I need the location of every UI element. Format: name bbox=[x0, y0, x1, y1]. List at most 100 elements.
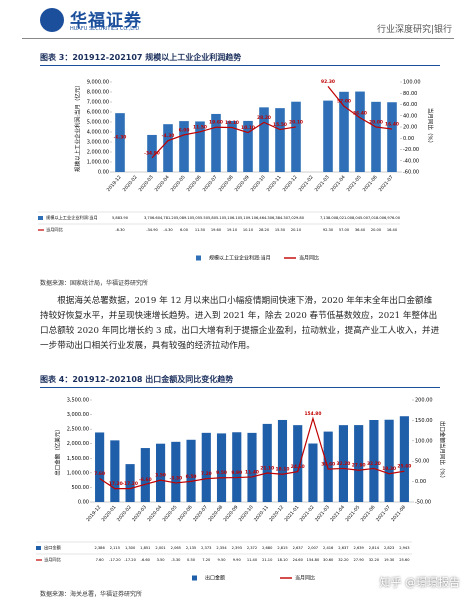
bar bbox=[147, 134, 157, 172]
bar bbox=[259, 107, 269, 172]
table-cell: 24.60 bbox=[293, 558, 304, 562]
y-tick-label: 2,000.00 bbox=[87, 150, 109, 156]
x-tick-label: 2020-05 bbox=[170, 174, 187, 193]
table-cell: 1,300 bbox=[125, 546, 136, 550]
y2-tick-label: -20.00 bbox=[403, 147, 419, 153]
table-cell: 6.00 bbox=[180, 228, 189, 232]
y-tick-label: 3,500.00 bbox=[67, 398, 89, 404]
x-tick-label: 2020-09 bbox=[234, 174, 251, 193]
y2-tick-label: -40.00 bbox=[403, 158, 419, 164]
table-row-name: 当月同比 bbox=[46, 226, 63, 233]
y2-tick-label: 40.00 bbox=[403, 113, 417, 119]
table-row-name: 当月同比 bbox=[44, 556, 61, 563]
data-label: 20.10 bbox=[289, 119, 303, 125]
bar bbox=[293, 425, 303, 502]
table-cell: -3.30 bbox=[171, 558, 181, 562]
table-cell: 6,976.00 bbox=[384, 216, 401, 220]
bar bbox=[140, 448, 150, 502]
table-cell: 7.60 bbox=[96, 558, 105, 562]
table-cell: 57.00 bbox=[339, 228, 350, 232]
x-tick-label: 2020-05 bbox=[162, 504, 179, 523]
data-label: 25.60 bbox=[397, 464, 411, 470]
legend-label: 出口金额 bbox=[205, 575, 225, 582]
logo: 华福证券 bbox=[70, 11, 142, 31]
table-cell: -17.20 bbox=[109, 558, 121, 562]
y-axis-title: 规模以上工业企业利润:当月（亿元） bbox=[74, 82, 82, 172]
legend-swatch bbox=[192, 575, 197, 581]
legend-label: 当月同比 bbox=[295, 575, 315, 582]
table-cell: 2,943 bbox=[399, 546, 409, 550]
table-cell: 9.90 bbox=[233, 558, 242, 562]
data-label: 19.30 bbox=[382, 466, 396, 472]
x-tick-label: 2020-07 bbox=[202, 174, 219, 193]
table-cell: 21.10 bbox=[262, 558, 273, 562]
table-swatch bbox=[36, 546, 41, 550]
x-tick-label: 2020-02 bbox=[116, 504, 133, 523]
table-cell: 92.30 bbox=[323, 228, 334, 232]
y-tick-label: 3,000.00 bbox=[67, 412, 89, 418]
data-label: 24.60 bbox=[291, 464, 305, 470]
table-cell: 7,029.80 bbox=[288, 216, 305, 220]
bar bbox=[115, 113, 125, 172]
x-tick-label: 2020-04 bbox=[146, 504, 163, 523]
table-cell: 8,045.00 bbox=[352, 216, 369, 220]
header-rule bbox=[22, 38, 454, 39]
x-tick-label: 2020-06 bbox=[186, 174, 203, 193]
table-cell: 4,781.20 bbox=[160, 216, 177, 220]
data-label: -6.30 bbox=[114, 134, 127, 140]
table-cell: 2,001 bbox=[155, 546, 165, 550]
bar bbox=[186, 439, 196, 502]
table-cell: -17.20 bbox=[124, 558, 136, 562]
table-cell: 2,393 bbox=[232, 546, 242, 550]
table-cell: 20.00 bbox=[371, 228, 382, 232]
table-cell: 154.80 bbox=[307, 558, 320, 562]
x-tick-label: 2021-04 bbox=[330, 174, 347, 193]
data-label: 32.20 bbox=[336, 461, 350, 467]
table-swatch bbox=[38, 216, 43, 220]
data-label: 30.60 bbox=[321, 462, 335, 468]
bar bbox=[243, 120, 253, 172]
data-label: 154.80 bbox=[304, 411, 321, 417]
table-cell: 2,065 bbox=[171, 546, 181, 550]
y-tick-label: 6,000.00 bbox=[87, 110, 109, 116]
table-cell: 16.40 bbox=[387, 228, 398, 232]
x-tick-label: 2019-12 bbox=[85, 504, 102, 523]
table-cell: 6,384.30 bbox=[272, 216, 289, 220]
y2-tick-label: 20.00 bbox=[403, 125, 417, 131]
x-tick-label: 2020-04 bbox=[154, 174, 171, 193]
table-cell: 2,373 bbox=[201, 546, 211, 550]
figure-title: 图表 3：201912-202107 规模以上工业企业利润趋势 bbox=[40, 52, 440, 66]
table-cell: 8,021.00 bbox=[336, 216, 353, 220]
y2-tick-label: 60.00 bbox=[403, 102, 417, 108]
y-tick-label: 500.00 bbox=[72, 485, 90, 491]
x-tick-label: 2020-01 bbox=[101, 504, 118, 523]
chart: 0.00 500.00 1,000.00 1,500.00 2,000.00 2,500.… bbox=[36, 398, 447, 582]
table-cell: 18.10 bbox=[277, 558, 288, 562]
table-cell: 15.50 bbox=[275, 228, 286, 232]
bar bbox=[369, 419, 379, 502]
y2-tick-label: 0.00 bbox=[403, 136, 414, 142]
y-tick-label: 1,000.00 bbox=[67, 470, 89, 476]
bar bbox=[339, 91, 349, 172]
data-label: 27.90 bbox=[352, 463, 366, 469]
table-cell: 5,109.10 bbox=[240, 216, 257, 220]
bar bbox=[308, 443, 318, 502]
y2-tick-label: -60.00 bbox=[403, 170, 419, 176]
bar bbox=[211, 113, 221, 172]
y2-tick-label: 150.00 bbox=[415, 418, 433, 424]
bar bbox=[195, 121, 205, 172]
x-tick-label: 2021-03 bbox=[314, 174, 331, 193]
y2-tick-label: 0.00 bbox=[415, 479, 426, 485]
table-cell: 1,851 bbox=[140, 546, 150, 550]
x-tick-label: 2020-11 bbox=[266, 174, 283, 193]
data-label: 11.40 bbox=[245, 469, 259, 475]
section-label: 行业深度研究|银行 bbox=[376, 25, 452, 35]
x-tick-label: 2021-05 bbox=[344, 504, 361, 523]
data-label: 21.10 bbox=[260, 465, 274, 471]
table-cell: 2,115 bbox=[110, 546, 120, 550]
data-label: 11.50 bbox=[193, 124, 207, 130]
x-tick-label: 2020-03 bbox=[138, 174, 155, 193]
table-row-name: 出口金额 bbox=[44, 544, 62, 551]
table-cell: 2,386 bbox=[94, 546, 105, 550]
x-tick-label: 2020-09 bbox=[223, 504, 240, 523]
